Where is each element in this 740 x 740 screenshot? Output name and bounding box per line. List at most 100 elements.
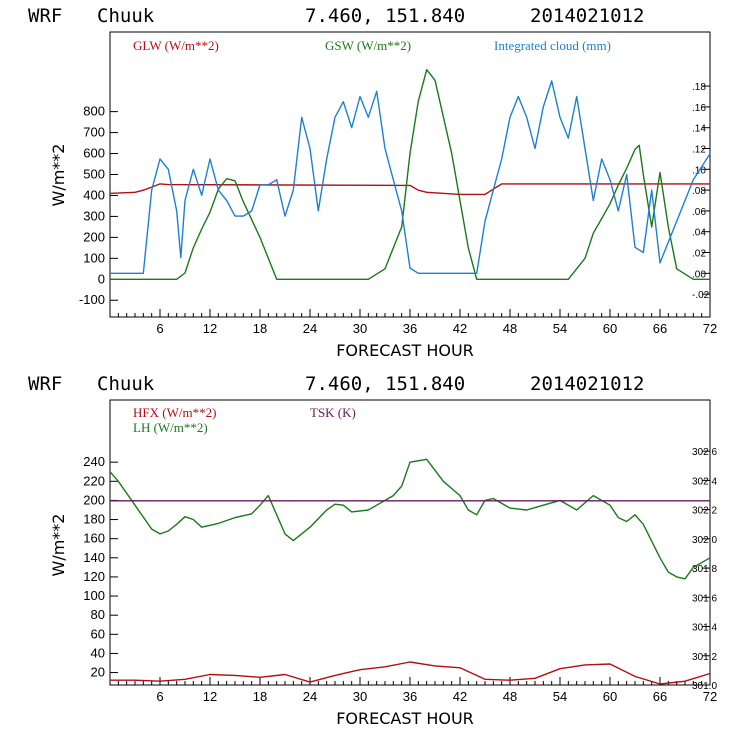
x-tick-label: 60 (603, 321, 617, 336)
x-tick-label: 36 (403, 321, 417, 336)
x-tick-label: 30 (353, 321, 367, 336)
x-tick-label: 42 (453, 689, 467, 704)
y2-tick-label: 302.6 (692, 447, 717, 458)
x-axis-label: FORECAST HOUR (336, 709, 474, 728)
x-tick-label: 6 (156, 689, 163, 704)
y2-tick-label: 301.2 (692, 652, 717, 663)
x-tick-label: 30 (353, 689, 367, 704)
y2-tick-label: .06 (692, 207, 706, 218)
y-axis-left: 20 40 60 80 100 120 140 160 180 200 220 240 (83, 454, 118, 680)
x-tick-label: 66 (653, 689, 667, 704)
y-tick-label: 0 (98, 271, 105, 286)
x-tick-label: 6 (156, 321, 163, 336)
y2-tick-label: .16 (692, 103, 706, 114)
y-tick-label: 160 (83, 531, 105, 546)
legend-gsw: GSW (W/m**2) (325, 38, 411, 53)
y-tick-label: 300 (83, 208, 105, 223)
legend-cloud: Integrated cloud (mm) (494, 38, 611, 53)
x-axis-label: FORECAST HOUR (336, 341, 474, 360)
chart-model: WRF (28, 373, 62, 395)
y-tick-label: 200 (83, 229, 105, 244)
legend-glw: GLW (W/m**2) (133, 38, 219, 53)
y2-tick-label: .02 (692, 249, 706, 260)
y-tick-label: 40 (91, 645, 105, 660)
y-tick-label: 80 (91, 607, 105, 622)
x-tick-label: 24 (303, 321, 317, 336)
chart-station: Chuuk (97, 373, 155, 395)
x-tick-label: 48 (503, 689, 517, 704)
series-layer (109, 68, 711, 280)
chart-init-time: 2014021012 (530, 5, 644, 27)
chart-coords: 7.460, 151.840 (305, 5, 465, 27)
y-axis-label: W/m**2 (49, 144, 68, 207)
y2-tick-label: .08 (692, 186, 706, 197)
y2-tick-label: 301.4 (692, 623, 717, 634)
y-tick-label: 600 (83, 146, 105, 161)
y2-tick-label: .14 (692, 124, 706, 135)
x-tick-label: 36 (403, 689, 417, 704)
x-tick-label: 12 (203, 689, 217, 704)
x-tick-label: 54 (553, 321, 567, 336)
series-line-0 (110, 661, 711, 685)
x-tick-label: 18 (253, 689, 267, 704)
y-axis-left: -100 0 100 200 300 400 500 600 700 800 (79, 104, 118, 307)
x-tick-label: 72 (703, 689, 717, 704)
y2-tick-label: .00 (692, 269, 706, 280)
y-tick-label: 220 (83, 473, 105, 488)
y-tick-label: 140 (83, 550, 105, 565)
y2-tick-label: 302.4 (692, 476, 717, 487)
legend-hfx: HFX (W/m**2) (133, 405, 216, 420)
y2-tick-label: 301.8 (692, 564, 717, 575)
y-tick-label: 100 (83, 250, 105, 265)
x-tick-label: 48 (503, 321, 517, 336)
y2-tick-label: .04 (692, 228, 706, 239)
y-tick-label: 20 (91, 665, 105, 680)
chart-init-time: 2014021012 (530, 373, 644, 395)
x-tick-label: 42 (453, 321, 467, 336)
y2-tick-label: 302.2 (692, 506, 717, 517)
y-tick-label: 180 (83, 512, 105, 527)
chart-station: Chuuk (97, 5, 155, 27)
series-line-1 (110, 68, 710, 280)
plot-frame (109, 399, 711, 686)
y2-tick-label: 302.0 (692, 535, 717, 546)
y-axis-label: W/m**2 (49, 514, 68, 577)
x-tick-label: 72 (703, 321, 717, 336)
legend-lh: LH (W/m**2) (133, 420, 208, 435)
x-tick-label: 12 (203, 321, 217, 336)
x-axis: 6 12 18 24 30 36 42 48 54 60 66 72 (117, 309, 717, 336)
series-line-0 (109, 183, 710, 196)
x-tick-label: 60 (603, 689, 617, 704)
x-tick-label: 66 (653, 321, 667, 336)
series-line-1 (109, 458, 711, 580)
series-line-2 (110, 80, 711, 274)
y-tick-label: 120 (83, 569, 105, 584)
chart-coords: 7.460, 151.840 (305, 373, 465, 395)
y2-tick-label: 301.6 (692, 593, 717, 604)
y2-tick-label: -.02 (692, 290, 710, 301)
plot-frame (109, 31, 711, 318)
x-tick-label: 24 (303, 689, 317, 704)
y-tick-label: 700 (83, 125, 105, 140)
y2-tick-label: .12 (692, 144, 706, 155)
y-tick-label: -100 (79, 292, 105, 307)
y-axis-right: -.02.00.02.04.06.08.10.12.14.16.18 (692, 82, 710, 301)
series-layer (109, 458, 711, 685)
x-tick-label: 18 (253, 321, 267, 336)
x-axis: 6 12 18 24 30 36 42 48 54 60 66 72 (117, 677, 717, 704)
radiation-cloud-chart: WRF Chuuk 7.460, 151.840 2014021012 -100… (28, 5, 717, 360)
y-tick-label: 500 (83, 167, 105, 182)
chart-model: WRF (28, 5, 62, 27)
y-tick-label: 200 (83, 492, 105, 507)
x-tick-label: 54 (553, 689, 567, 704)
y-tick-label: 800 (83, 104, 105, 119)
flux-skin-temp-chart: WRF Chuuk 7.460, 151.840 2014021012 20 40… (28, 373, 717, 728)
y-tick-label: 100 (83, 588, 105, 603)
legend-tsk: TSK (K) (310, 405, 356, 420)
y-axis-right: 301.0 301.2 301.4 301.6 301.8 302.0 302.2 302.4… (692, 447, 717, 692)
y-tick-label: 240 (83, 454, 105, 469)
y-tick-label: 60 (91, 626, 105, 641)
y2-tick-label: 301.0 (692, 681, 717, 692)
y2-tick-label: .18 (692, 82, 706, 93)
